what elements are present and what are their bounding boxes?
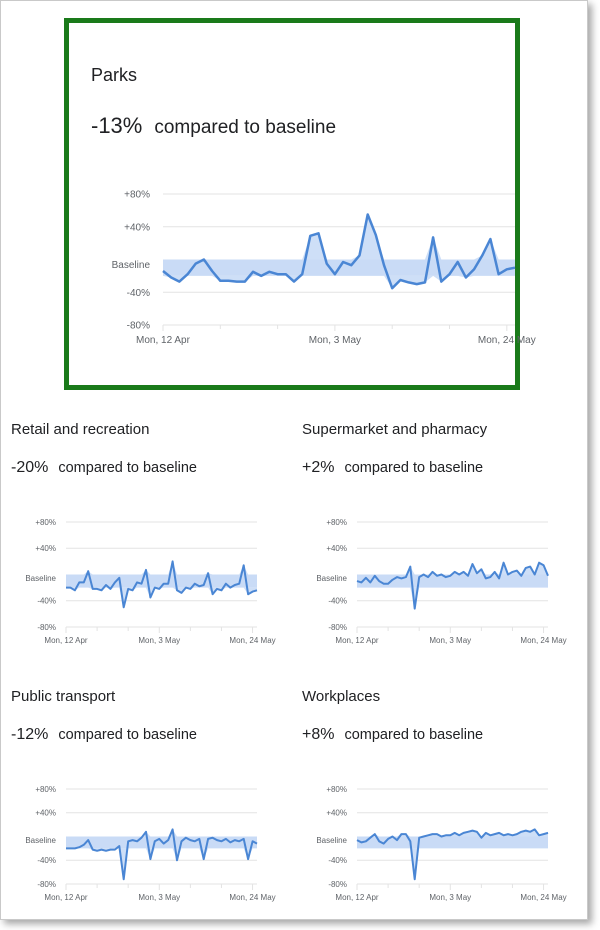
x-tick-label: Mon, 3 May: [309, 335, 361, 346]
x-tick-label: Mon, 12 Apr: [136, 335, 191, 346]
chart-card-parks[interactable]: Parks -13% compared to baseline +80% +40% B…: [64, 18, 536, 390]
x-tick-label: Mon, 3 May: [429, 893, 471, 902]
chart-card-retail[interactable]: Retail and recreation -20% compared to ba…: [0, 400, 290, 650]
change-line: -12% compared to baseline: [11, 726, 197, 744]
series-line: [356, 561, 549, 610]
y-tick-label: +80%: [326, 518, 347, 527]
line-chart-workplaces: +80% +40% Baseline -40% -80% Mon, 12 Apr Mon, …: [316, 785, 566, 902]
chart-title: Retail and recreation: [11, 421, 150, 438]
x-tick-label: Mon, 12 Apr: [335, 636, 378, 645]
change-line: -13% compared to baseline: [91, 113, 336, 139]
y-tick-label: Baseline: [316, 836, 347, 845]
chart-title: Supermarket and pharmacy: [302, 421, 488, 438]
y-tick-label: +80%: [326, 785, 347, 794]
y-tick-label: -40%: [328, 597, 347, 606]
dashboard-frame: [0, 0, 588, 920]
y-tick-label: -80%: [328, 880, 347, 889]
x-tick-label: Mon, 24 May: [478, 335, 536, 346]
y-tick-label: Baseline: [316, 574, 347, 583]
y-tick-label: Baseline: [25, 836, 56, 845]
compare-text: compared to baseline: [344, 460, 484, 476]
series-line: [162, 213, 516, 290]
y-tick-label: -80%: [328, 623, 347, 632]
x-tick-label: Mon, 24 May: [229, 636, 275, 645]
line-chart-supermarket: +80% +40% Baseline -40% -80% Mon, 12 Apr Mon, …: [316, 518, 566, 645]
line-chart-retail: +80% +40% Baseline -40% -80% Mon, 12 Apr Mon, …: [25, 518, 275, 645]
line-chart-parks: +80% +40% Baseline -40% -80% Mon, 12 Apr Mon, …: [112, 190, 536, 347]
series-line: [66, 828, 258, 881]
series-line: [356, 828, 549, 881]
compare-text: compared to baseline: [154, 117, 337, 138]
change-value: +8%: [302, 726, 335, 743]
change-value: -13%: [91, 113, 143, 138]
change-value: -20%: [11, 459, 49, 476]
line-chart-public-transport: +80% +40% Baseline -40% -80% Mon, 12 Apr Mon, …: [25, 785, 275, 902]
x-tick-label: Mon, 3 May: [429, 636, 471, 645]
chart-card-public-transport[interactable]: Public transport -12% compared to baselin…: [0, 667, 290, 917]
x-tick-label: Mon, 12 Apr: [44, 893, 87, 902]
y-tick-label: -80%: [37, 623, 56, 632]
series-line: [66, 560, 258, 609]
y-tick-label: +40%: [35, 544, 56, 553]
y-tick-label: -80%: [37, 880, 56, 889]
y-tick-label: +40%: [35, 809, 56, 818]
y-tick-label: Baseline: [112, 260, 151, 271]
y-tick-label: +40%: [124, 222, 150, 233]
deviation-area: [405, 562, 548, 609]
compare-text: compared to baseline: [58, 727, 198, 743]
baseline-band: [357, 574, 548, 588]
change-value: -12%: [11, 726, 49, 743]
x-tick-label: Mon, 3 May: [138, 636, 180, 645]
change-line: +8% compared to baseline: [302, 726, 483, 744]
y-tick-label: -40%: [328, 856, 347, 865]
y-tick-label: +40%: [326, 544, 347, 553]
y-tick-label: Baseline: [25, 574, 56, 583]
y-tick-label: +80%: [35, 518, 56, 527]
chart-card-workplaces[interactable]: Workplaces +8% compared to baseline +80% +…: [292, 667, 586, 917]
y-tick-label: -40%: [127, 288, 150, 299]
deviation-area: [370, 829, 548, 880]
x-tick-label: Mon, 3 May: [138, 893, 180, 902]
x-tick-label: Mon, 24 May: [520, 893, 566, 902]
y-tick-label: -40%: [37, 597, 56, 606]
y-tick-label: +80%: [35, 785, 56, 794]
y-tick-label: +80%: [124, 190, 150, 201]
chart-card-supermarket[interactable]: Supermarket and pharmacy +2% compared to …: [292, 400, 586, 650]
compare-text: compared to baseline: [58, 460, 198, 476]
y-tick-label: -40%: [37, 856, 56, 865]
change-line: -20% compared to baseline: [11, 459, 197, 477]
baseline-band: [357, 836, 548, 849]
x-tick-label: Mon, 12 Apr: [44, 636, 87, 645]
y-tick-label: +40%: [326, 809, 347, 818]
chart-title: Public transport: [11, 688, 116, 705]
x-tick-label: Mon, 24 May: [520, 636, 566, 645]
deviation-area: [163, 214, 499, 289]
y-tick-label: -80%: [127, 321, 150, 332]
chart-title: Parks: [91, 65, 138, 85]
change-value: +2%: [302, 459, 335, 476]
x-tick-label: Mon, 12 Apr: [335, 893, 378, 902]
change-line: +2% compared to baseline: [302, 459, 483, 477]
compare-text: compared to baseline: [344, 727, 484, 743]
chart-title: Workplaces: [302, 688, 381, 705]
x-tick-label: Mon, 24 May: [229, 893, 275, 902]
